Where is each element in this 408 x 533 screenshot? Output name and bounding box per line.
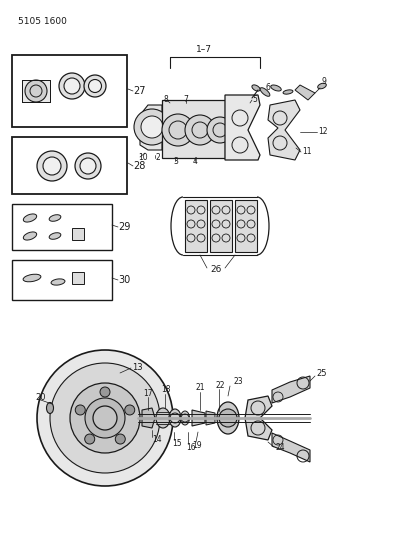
- Circle shape: [25, 80, 47, 102]
- Text: 25: 25: [316, 368, 326, 377]
- Ellipse shape: [271, 85, 281, 91]
- Circle shape: [80, 158, 96, 174]
- Text: 11: 11: [302, 148, 311, 157]
- Ellipse shape: [49, 215, 61, 221]
- Polygon shape: [142, 408, 155, 428]
- Ellipse shape: [49, 233, 61, 239]
- Polygon shape: [272, 376, 310, 403]
- Text: 29: 29: [118, 222, 131, 232]
- Polygon shape: [140, 105, 162, 150]
- Text: 18: 18: [161, 385, 171, 394]
- Polygon shape: [245, 396, 272, 440]
- Ellipse shape: [23, 274, 41, 282]
- Text: 23: 23: [233, 377, 243, 386]
- Bar: [12, 260, 112, 300]
- Polygon shape: [162, 100, 225, 158]
- Circle shape: [185, 115, 215, 145]
- Circle shape: [100, 387, 110, 397]
- Ellipse shape: [260, 88, 270, 96]
- Polygon shape: [295, 85, 315, 100]
- Text: 13: 13: [132, 362, 143, 372]
- Circle shape: [43, 157, 61, 175]
- Text: 14: 14: [152, 435, 162, 445]
- Polygon shape: [22, 80, 50, 102]
- Polygon shape: [272, 433, 310, 462]
- Polygon shape: [185, 200, 207, 252]
- Bar: [12, 204, 112, 250]
- Text: 19: 19: [192, 440, 202, 449]
- Circle shape: [93, 406, 117, 430]
- Circle shape: [75, 153, 101, 179]
- Polygon shape: [225, 95, 260, 160]
- Circle shape: [141, 116, 163, 138]
- Circle shape: [75, 405, 85, 415]
- Ellipse shape: [180, 411, 189, 425]
- Text: 7: 7: [183, 94, 188, 103]
- Text: 3: 3: [173, 157, 178, 166]
- Text: 2: 2: [155, 154, 160, 163]
- Circle shape: [37, 350, 173, 486]
- Circle shape: [97, 410, 113, 426]
- Text: 22: 22: [215, 381, 224, 390]
- Bar: [72, 272, 84, 284]
- Ellipse shape: [283, 90, 293, 94]
- Polygon shape: [210, 200, 232, 252]
- Text: 5105 1600: 5105 1600: [18, 18, 67, 27]
- Text: 1–7: 1–7: [196, 45, 212, 54]
- Text: 27: 27: [133, 86, 146, 96]
- Circle shape: [134, 109, 170, 145]
- Ellipse shape: [169, 409, 181, 427]
- Text: 5: 5: [252, 94, 257, 103]
- Ellipse shape: [318, 83, 326, 89]
- Circle shape: [219, 409, 237, 427]
- Circle shape: [85, 434, 95, 444]
- Bar: [12, 137, 127, 194]
- Ellipse shape: [23, 232, 37, 240]
- Text: 9: 9: [322, 77, 327, 86]
- Circle shape: [89, 79, 102, 93]
- Polygon shape: [192, 410, 205, 426]
- Text: 21: 21: [195, 384, 204, 392]
- Text: 26: 26: [210, 265, 222, 274]
- Circle shape: [84, 75, 106, 97]
- Text: 20: 20: [35, 393, 46, 402]
- Text: 10: 10: [138, 154, 148, 163]
- Circle shape: [50, 363, 160, 473]
- Ellipse shape: [51, 279, 65, 285]
- Circle shape: [59, 73, 85, 99]
- Text: 24: 24: [275, 443, 285, 453]
- Circle shape: [70, 383, 140, 453]
- Text: 28: 28: [133, 161, 145, 171]
- Ellipse shape: [156, 408, 170, 428]
- Ellipse shape: [23, 214, 37, 222]
- Bar: [12, 55, 127, 127]
- Text: 30: 30: [118, 275, 130, 285]
- Polygon shape: [268, 100, 300, 160]
- Polygon shape: [235, 200, 257, 252]
- Ellipse shape: [217, 402, 239, 434]
- Text: 8: 8: [164, 94, 169, 103]
- Text: 6: 6: [265, 84, 270, 93]
- Text: 12: 12: [318, 127, 328, 136]
- Circle shape: [37, 151, 67, 181]
- Circle shape: [162, 114, 194, 146]
- Text: 15: 15: [172, 439, 182, 448]
- Ellipse shape: [47, 402, 53, 414]
- Text: 17: 17: [143, 389, 153, 398]
- Circle shape: [64, 78, 80, 94]
- Circle shape: [115, 434, 125, 444]
- Ellipse shape: [252, 85, 260, 91]
- Text: 4: 4: [193, 157, 198, 166]
- Circle shape: [207, 117, 233, 143]
- Bar: [72, 228, 84, 240]
- Circle shape: [85, 398, 125, 438]
- Polygon shape: [206, 411, 215, 425]
- Circle shape: [125, 405, 135, 415]
- Text: 16: 16: [186, 442, 195, 451]
